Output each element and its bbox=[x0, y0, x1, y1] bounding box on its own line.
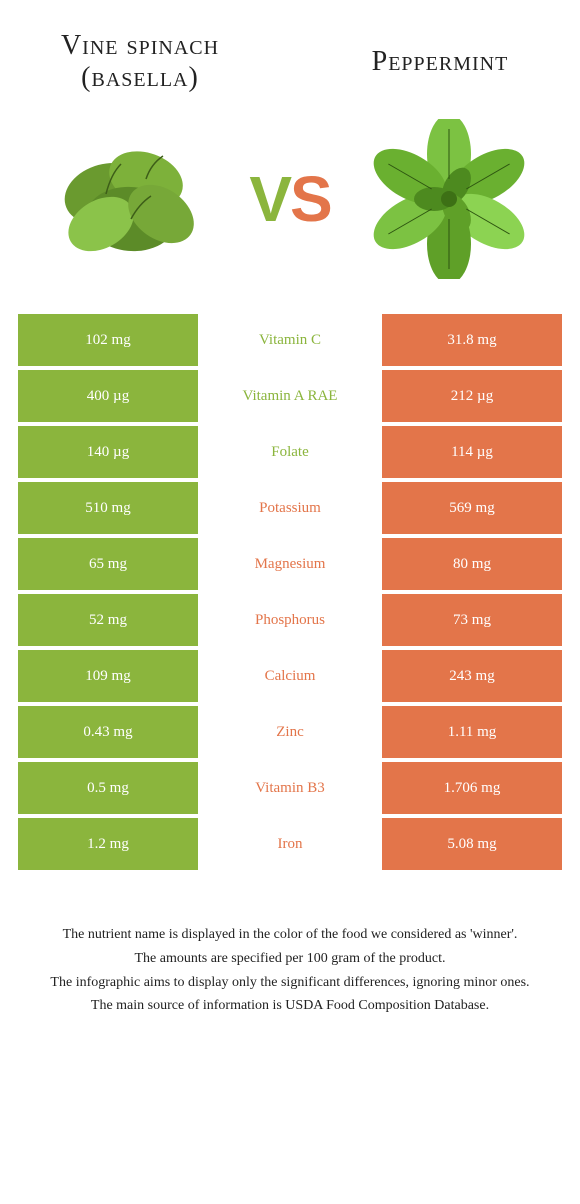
right-food-title: Peppermint bbox=[340, 46, 540, 78]
nutrient-name: Vitamin C bbox=[198, 314, 382, 366]
nutrient-name: Calcium bbox=[198, 650, 382, 702]
left-food-image bbox=[46, 114, 216, 284]
left-value: 0.5 mg bbox=[18, 762, 198, 814]
nutrient-name: Folate bbox=[198, 426, 382, 478]
table-row: 102 mgVitamin C31.8 mg bbox=[18, 314, 562, 366]
right-value: 73 mg bbox=[382, 594, 562, 646]
left-value: 510 mg bbox=[18, 482, 198, 534]
left-value: 109 mg bbox=[18, 650, 198, 702]
table-row: 0.43 mgZinc1.11 mg bbox=[18, 706, 562, 758]
nutrient-name: Vitamin A RAE bbox=[198, 370, 382, 422]
footer-line: The infographic aims to display only the… bbox=[30, 972, 550, 994]
right-value: 212 µg bbox=[382, 370, 562, 422]
footer-line: The nutrient name is displayed in the co… bbox=[30, 924, 550, 946]
right-value: 1.11 mg bbox=[382, 706, 562, 758]
right-food-image bbox=[364, 114, 534, 284]
table-row: 0.5 mgVitamin B31.706 mg bbox=[18, 762, 562, 814]
images-row: VS bbox=[0, 94, 580, 314]
left-value: 140 µg bbox=[18, 426, 198, 478]
nutrient-name: Phosphorus bbox=[198, 594, 382, 646]
vs-label: VS bbox=[249, 162, 330, 236]
table-row: 140 µgFolate114 µg bbox=[18, 426, 562, 478]
table-row: 52 mgPhosphorus73 mg bbox=[18, 594, 562, 646]
left-value: 65 mg bbox=[18, 538, 198, 590]
footer-notes: The nutrient name is displayed in the co… bbox=[0, 874, 580, 1039]
nutrient-name: Zinc bbox=[198, 706, 382, 758]
left-value: 0.43 mg bbox=[18, 706, 198, 758]
header: Vine spinach (basella) Peppermint bbox=[0, 0, 580, 94]
nutrient-name: Iron bbox=[198, 818, 382, 870]
left-value: 1.2 mg bbox=[18, 818, 198, 870]
right-value: 243 mg bbox=[382, 650, 562, 702]
right-value: 80 mg bbox=[382, 538, 562, 590]
footer-line: The main source of information is USDA F… bbox=[30, 995, 550, 1017]
table-row: 109 mgCalcium243 mg bbox=[18, 650, 562, 702]
footer-line: The amounts are specified per 100 gram o… bbox=[30, 948, 550, 970]
left-food-title: Vine spinach (basella) bbox=[40, 30, 240, 94]
nutrient-name: Magnesium bbox=[198, 538, 382, 590]
right-value: 114 µg bbox=[382, 426, 562, 478]
table-row: 65 mgMagnesium80 mg bbox=[18, 538, 562, 590]
left-value: 400 µg bbox=[18, 370, 198, 422]
table-row: 510 mgPotassium569 mg bbox=[18, 482, 562, 534]
vs-v: V bbox=[249, 163, 290, 235]
table-row: 1.2 mgIron5.08 mg bbox=[18, 818, 562, 870]
right-value: 1.706 mg bbox=[382, 762, 562, 814]
left-value: 102 mg bbox=[18, 314, 198, 366]
comparison-table: 102 mgVitamin C31.8 mg400 µgVitamin A RA… bbox=[18, 314, 562, 870]
right-value: 569 mg bbox=[382, 482, 562, 534]
right-value: 31.8 mg bbox=[382, 314, 562, 366]
right-value: 5.08 mg bbox=[382, 818, 562, 870]
nutrient-name: Vitamin B3 bbox=[198, 762, 382, 814]
left-value: 52 mg bbox=[18, 594, 198, 646]
vs-s: S bbox=[290, 163, 331, 235]
nutrient-name: Potassium bbox=[198, 482, 382, 534]
table-row: 400 µgVitamin A RAE212 µg bbox=[18, 370, 562, 422]
